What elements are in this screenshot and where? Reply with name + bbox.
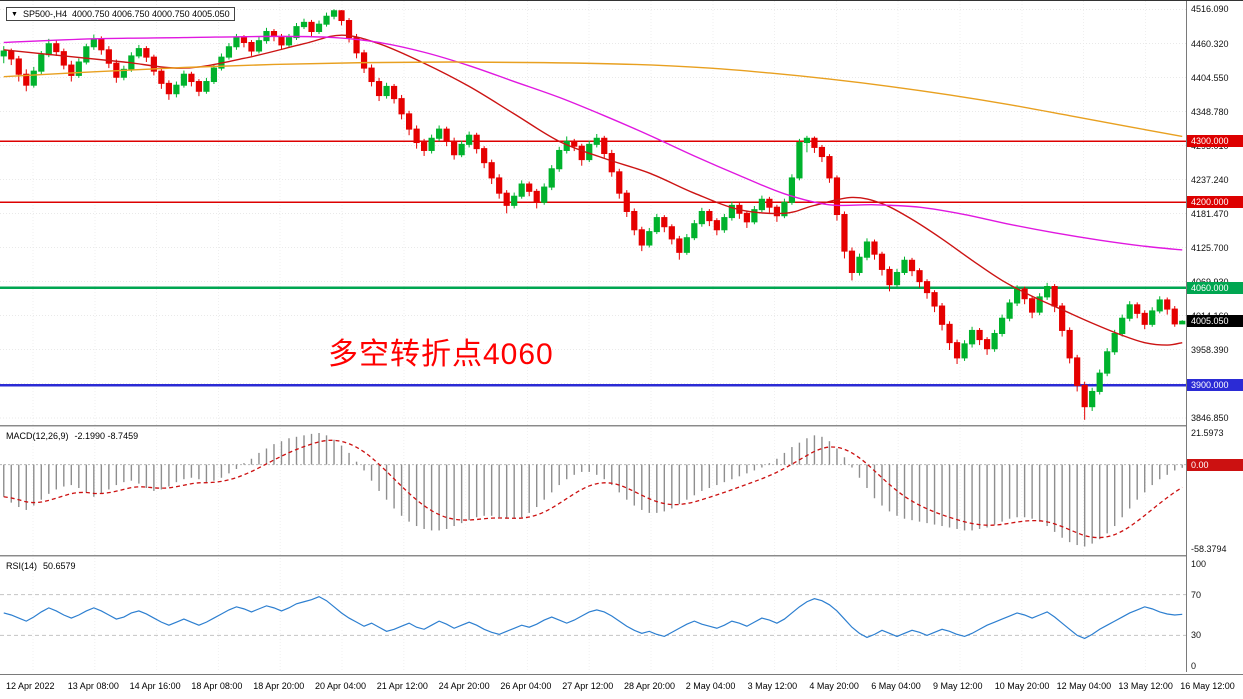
- time-axis-label: 16 May 12:00: [1180, 681, 1235, 691]
- time-axis-label: 12 May 04:00: [1056, 681, 1112, 691]
- time-axis-label: 4 May 20:00: [809, 681, 859, 691]
- long-ma-orange: [3, 61, 1183, 138]
- price-grid-label: 3846.850: [1191, 412, 1229, 423]
- time-axis-label: 14 Apr 16:00: [129, 681, 181, 691]
- time-axis-label: 13 Apr 08:00: [67, 681, 119, 691]
- current-price-badge: 4005.050: [1187, 315, 1243, 328]
- rsi-value: 50.6579: [43, 561, 76, 571]
- panel-separator[interactable]: [0, 425, 1243, 427]
- chart-dropdown-icon[interactable]: ▼: [11, 10, 18, 18]
- time-axis-label: 20 Apr 04:00: [315, 681, 367, 691]
- price-grid-label: 4460.320: [1191, 38, 1229, 49]
- price-level-badge-4300.000: 4300.000: [1187, 135, 1243, 148]
- rsi-indicator-chart[interactable]: [0, 558, 1186, 672]
- symbol-name: SP500-,H4: [22, 9, 67, 19]
- time-axis-label: 18 Apr 08:00: [191, 681, 243, 691]
- price-level-badge-4200.000: 4200.000: [1187, 196, 1243, 209]
- macd-axis-min-label: -58.3794: [1191, 544, 1227, 554]
- candles: [0, 9, 1186, 420]
- time-axis-label: 13 May 12:00: [1118, 681, 1173, 691]
- time-axis[interactable]: 12 Apr 2022 13 Apr 08:00 14 Apr 16:00 18 Ap…: [0, 674, 1243, 699]
- rsi-axis-label: 70: [1191, 589, 1202, 600]
- price-grid-label: 4516.090: [1191, 4, 1229, 15]
- horizontal-level-lines[interactable]: [0, 140, 1186, 387]
- price-level-badge-3900.000: 3900.000: [1187, 379, 1243, 392]
- macd-histogram: [3, 432, 1183, 547]
- price-grid-label: 4181.470: [1191, 208, 1229, 219]
- macd-zero-badge: 0.00: [1187, 458, 1243, 471]
- rsi-axis-label: 30: [1191, 630, 1202, 641]
- price-grid-label: 4125.700: [1191, 242, 1229, 253]
- main-chart-panel: [0, 1, 1186, 425]
- rsi-name: RSI(14): [6, 561, 38, 571]
- rsi-axis-label: 100: [1191, 559, 1207, 569]
- price-grid-label: 4237.240: [1191, 174, 1229, 185]
- time-axis-label: 24 Apr 20:00: [438, 681, 490, 691]
- time-axis-label: 10 May 20:00: [994, 681, 1050, 691]
- price-axis[interactable]: 4516.0904460.3204404.5504348.7804293.010…: [1186, 1, 1243, 672]
- ohlc-values: 4000.750 4006.750 4000.750 4005.050: [71, 9, 230, 19]
- macd-values: -2.1990 -8.7459: [74, 431, 139, 441]
- price-grid-label: 4404.550: [1191, 72, 1229, 83]
- time-axis-label: 28 Apr 20:00: [624, 681, 676, 691]
- rsi-panel: [0, 558, 1186, 672]
- time-axis-label: 18 Apr 20:00: [253, 681, 305, 691]
- macd-name: MACD(12,26,9): [6, 431, 69, 441]
- time-axis-label: 2 May 04:00: [685, 681, 736, 691]
- price-level-badge-4060.000: 4060.000: [1187, 281, 1243, 294]
- time-axis-label: 3 May 12:00: [747, 681, 798, 691]
- rsi-line: [3, 595, 1183, 640]
- main-candlestick-chart[interactable]: [0, 1, 1186, 425]
- grid-lines: [0, 1, 1186, 425]
- time-axis-label: 12 Apr 2022: [6, 681, 55, 691]
- time-axis-label: 6 May 04:00: [871, 681, 921, 691]
- macd-axis-max-label: 21.5973: [1191, 428, 1224, 438]
- price-grid-label: 4348.780: [1191, 106, 1229, 117]
- panel-separator[interactable]: [0, 555, 1243, 557]
- macd-signal-line: [3, 439, 1183, 539]
- chart-annotation-text: 多空转折点4060: [328, 338, 554, 371]
- fast-ma-red: [3, 34, 1183, 346]
- macd-panel: [0, 428, 1186, 555]
- time-axis-label: 26 Apr 04:00: [500, 681, 552, 691]
- macd-indicator-label: MACD(12,26,9) -2.1990 -8.7459: [6, 431, 138, 441]
- macd-indicator-chart[interactable]: [0, 428, 1186, 555]
- symbol-ohlc-label: ▼ SP500-,H4 4000.750 4006.750 4000.750 4…: [6, 7, 235, 21]
- time-axis-label: 27 Apr 12:00: [562, 681, 614, 691]
- slow-ma-magenta: [3, 35, 1183, 251]
- price-grid-label: 4069.930: [1191, 277, 1229, 287]
- time-axis-label: 9 May 12:00: [933, 681, 983, 691]
- rsi-indicator-label: RSI(14) 50.6579: [6, 561, 76, 571]
- price-grid-label: 3958.390: [1191, 344, 1229, 355]
- time-axis-label: 21 Apr 12:00: [376, 681, 428, 691]
- rsi-axis-label: 0: [1191, 661, 1197, 671]
